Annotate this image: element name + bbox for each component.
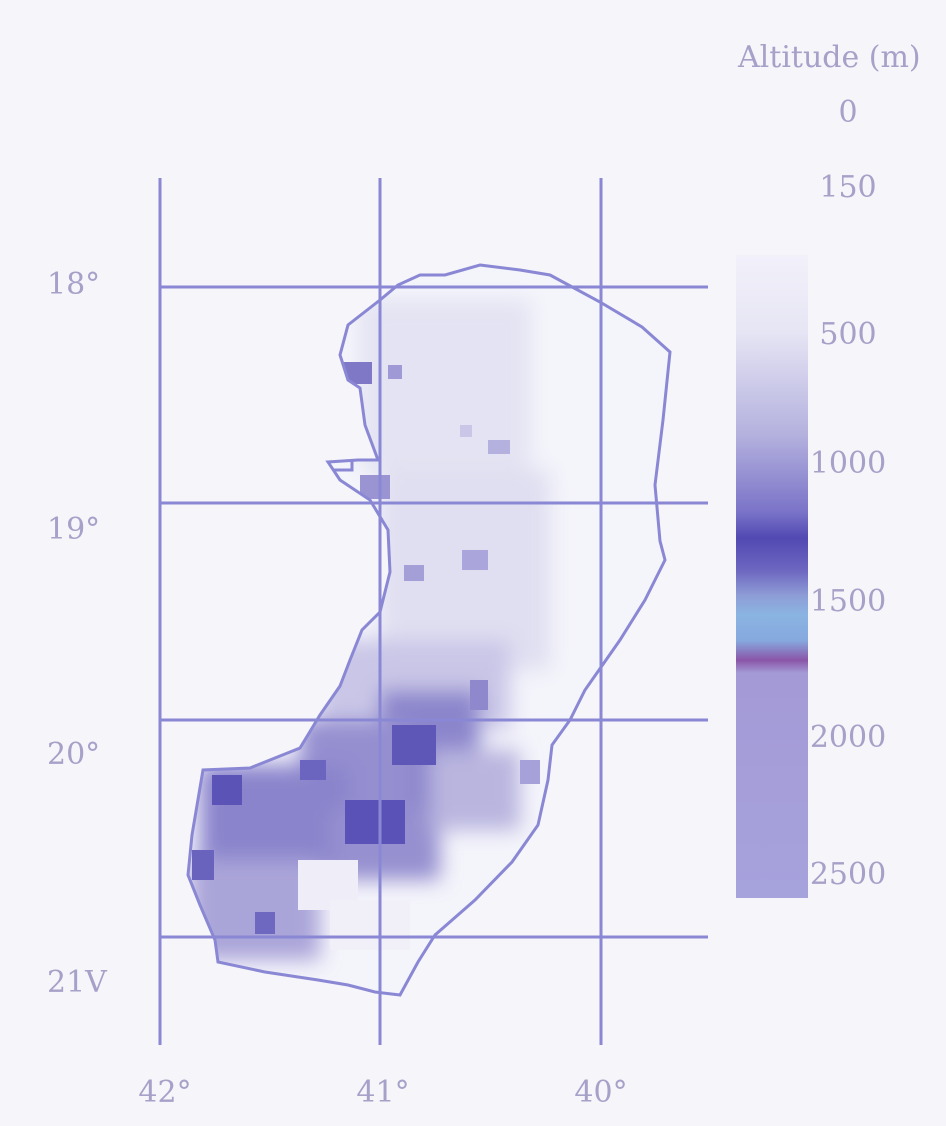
legend-tick-2000: 2000 [809, 720, 887, 755]
latitude-label-20: 20° [47, 737, 101, 772]
elevation-layer [188, 265, 670, 995]
legend-tick-500: 500 [819, 317, 877, 352]
latitude-label-21: 21V [47, 965, 107, 1000]
longitude-label-41: 41° [356, 1075, 410, 1110]
legend-tick-1500: 1500 [809, 584, 887, 619]
legend-tick-2500: 2500 [809, 857, 887, 892]
longitude-label-40: 40° [574, 1075, 628, 1110]
elevation-pixels [192, 362, 540, 950]
longitude-label-42: 42° [138, 1075, 192, 1110]
latitude-label-19: 19° [47, 512, 101, 547]
altitude-colorbar [736, 255, 808, 898]
legend-tick-0: 0 [838, 95, 858, 130]
legend-tick-1000: 1000 [809, 446, 887, 481]
latitude-label-18: 18° [47, 267, 101, 302]
legend-tick-150: 150 [819, 170, 877, 205]
legend-title: Altitude (m) [738, 40, 921, 75]
